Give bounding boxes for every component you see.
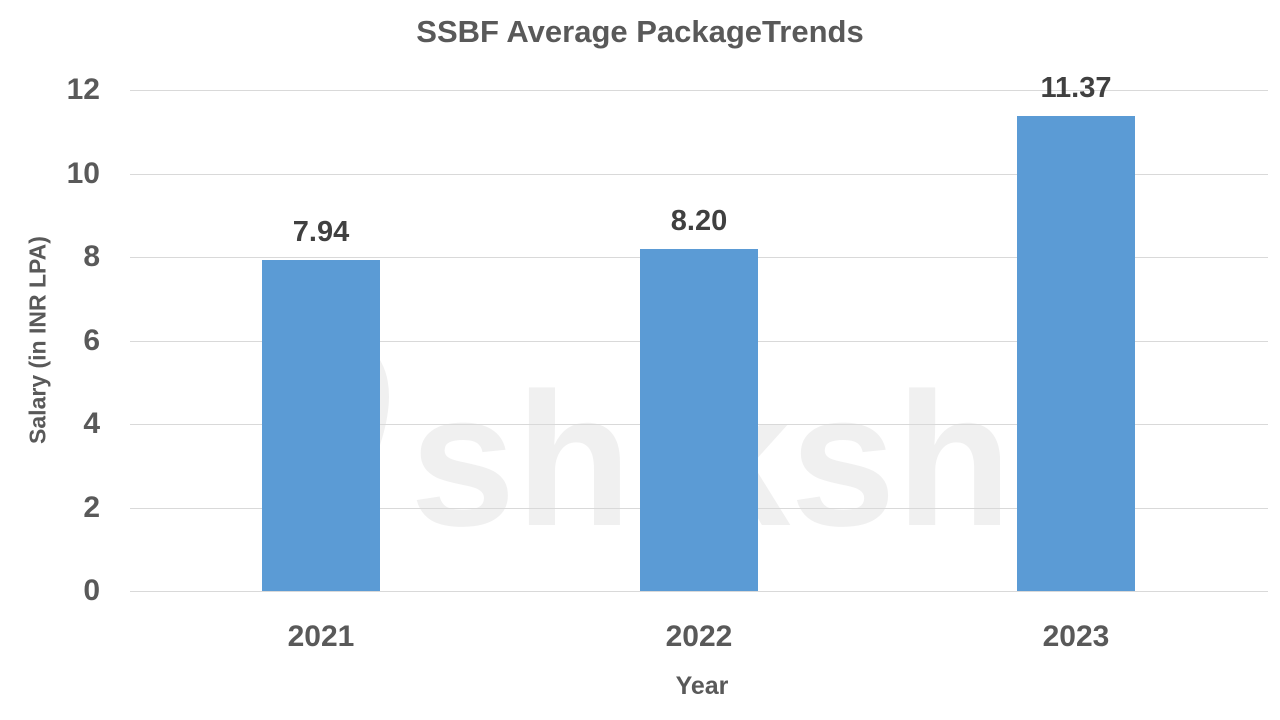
bar-2022 [640, 248, 758, 591]
y-tick-label: 4 [83, 407, 100, 440]
data-label: 11.37 [1040, 72, 1112, 105]
chart-title: SSBF Average PackageTrends [416, 14, 864, 49]
y-tick-label: 6 [83, 323, 100, 357]
y-tick-label: 8 [83, 240, 100, 273]
x-tick-label: 2022 [665, 620, 733, 653]
y-tick-label: 12 [66, 73, 100, 106]
data-label: 7.94 [292, 215, 350, 248]
gridline [130, 591, 1268, 592]
bar-2021 [262, 259, 380, 591]
x-tick-label: 2021 [287, 620, 355, 653]
y-tick-label: 2 [83, 490, 100, 524]
x-tick-label: 2023 [1042, 620, 1110, 653]
gridline [130, 173, 1268, 175]
data-label: 8.20 [670, 204, 728, 237]
gridline [130, 90, 1268, 91]
bar-2023 [1017, 116, 1135, 591]
y-tick-label: 0 [83, 574, 100, 607]
y-tick-label: 10 [66, 156, 100, 190]
x-axis-label: Year [675, 672, 729, 700]
